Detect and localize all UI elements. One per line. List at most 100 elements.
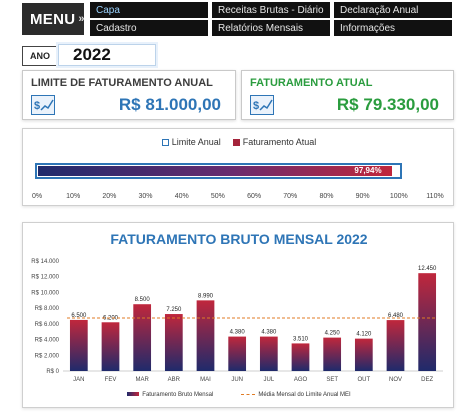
top-menu: MENU » Capa Receitas Brutas - Diário Dec…: [0, 0, 474, 40]
month-bar: [133, 304, 152, 371]
bar-data-label: 8.500: [135, 297, 151, 303]
bar-data-label: 4.380: [230, 330, 246, 336]
month-bar: [196, 300, 215, 371]
money-chart-icon: $: [31, 95, 55, 115]
progress-tick-label: 20%: [102, 193, 117, 200]
progress-tick-label: 100%: [389, 193, 408, 200]
progress-label: 97,94%: [354, 166, 382, 175]
nav-capa[interactable]: Capa: [90, 2, 208, 18]
menu-button[interactable]: MENU »: [22, 3, 84, 35]
y-tick-label: R$ 14.000: [31, 259, 59, 265]
x-tick-label: FEV: [105, 377, 117, 383]
month-bar: [323, 337, 342, 371]
legend-current-label: Faturamento Atual: [242, 137, 317, 147]
fill-swatch-icon: [232, 138, 240, 146]
x-tick-label: ABR: [168, 377, 181, 383]
nav-declaracao-anual[interactable]: Declaração Anual: [334, 2, 452, 18]
x-tick-label: AGO: [294, 377, 308, 383]
bar-data-label: 4.380: [261, 330, 277, 336]
month-bar: [69, 319, 88, 371]
y-tick-label: R$ 4.000: [35, 338, 60, 344]
progress-legend: Limite Anual Faturamento Atual: [23, 137, 455, 147]
nav-informacoes[interactable]: Informações: [334, 20, 452, 36]
x-tick-label: JUL: [263, 377, 274, 383]
chart-legend: Faturamento Bruto Mensal Média Mensal do…: [23, 392, 455, 398]
y-tick-label: R$ 10.000: [31, 290, 59, 296]
current-bar: 97,94%: [38, 166, 392, 176]
progress-tick-label: 70%: [283, 193, 298, 200]
x-tick-label: SET: [326, 377, 338, 383]
bar-data-label: 6.480: [388, 313, 404, 319]
bar-data-label: 12.450: [418, 266, 437, 272]
money-chart-icon: $: [250, 95, 274, 115]
x-tick-label: JAN: [73, 377, 84, 383]
current-title: FATURAMENTO ATUAL: [250, 77, 373, 89]
menu-label: MENU: [30, 10, 76, 28]
y-tick-label: R$ 8.000: [35, 306, 60, 312]
svg-text:$: $: [34, 100, 40, 112]
dashed-line-icon: [241, 393, 256, 395]
month-bar: [228, 336, 247, 371]
legend-reference: Média Mensal do Limite Anual MEI: [241, 392, 351, 398]
svg-text:$: $: [253, 100, 259, 112]
progress-tick-label: 40%: [174, 193, 189, 200]
month-bar: [291, 343, 310, 371]
progress-tick-label: 30%: [138, 193, 153, 200]
month-bar: [386, 320, 405, 371]
current-card: FATURAMENTO ATUAL $ R$ 79.330,00: [241, 70, 454, 120]
bar-data-label: 6.500: [71, 313, 87, 319]
x-tick-label: OUT: [357, 377, 370, 383]
nav-cadastro[interactable]: Cadastro: [90, 20, 208, 36]
month-bar: [164, 314, 183, 371]
progress-card: Limite Anual Faturamento Atual 97,94% 0%…: [22, 128, 454, 206]
nav-receitas-brutas[interactable]: Receitas Brutas - Diário: [212, 2, 330, 18]
chart-title: FATURAMENTO BRUTO MENSAL 2022: [110, 231, 368, 247]
month-bar: [354, 338, 373, 371]
progress-tick-label: 10%: [66, 193, 81, 200]
monthly-chart: R$ 0 R$ 2.000 R$ 4.000 R$ 6.000 R$ 8.000 R$ 1…: [31, 259, 443, 383]
legend-reference-label: Média Mensal do Limite Anual MEI: [258, 392, 351, 398]
outline-swatch-icon: [161, 138, 169, 146]
y-tick-label: R$ 0: [46, 369, 59, 375]
y-tick-label: R$ 12.000: [31, 275, 59, 281]
progress-tick-label: 90%: [355, 193, 370, 200]
bar-data-label: 6.200: [103, 315, 119, 321]
progress-tick-label: 80%: [319, 193, 334, 200]
double-chevron-icon: »: [78, 13, 85, 25]
limit-card: LIMITE DE FATURAMENTO ANUAL $ R$ 81.000,…: [22, 70, 236, 120]
bar-data-label: 4.250: [325, 331, 341, 337]
x-tick-label: NOV: [389, 377, 402, 383]
progress-tick-label: 60%: [247, 193, 262, 200]
bar-data-label: 7.250: [166, 307, 182, 313]
progress-tick-label: 50%: [210, 193, 225, 200]
legend-bars: Faturamento Bruto Mensal: [127, 392, 213, 398]
limit-value: R$ 81.000,00: [118, 95, 221, 114]
bar-data-label: 8.990: [198, 293, 214, 299]
x-tick-label: JUN: [231, 377, 243, 383]
month-bar: [259, 336, 278, 371]
year-label: ANO: [22, 46, 58, 66]
bar-data-label: 4.120: [356, 332, 372, 338]
progress-tick-label: 0%: [31, 193, 43, 200]
limit-title: LIMITE DE FATURAMENTO ANUAL: [31, 77, 213, 89]
current-value: R$ 79.330,00: [336, 95, 439, 114]
month-bar: [101, 322, 120, 371]
year-selector[interactable]: 2022: [58, 44, 156, 66]
progress-tick-label: 110%: [426, 193, 444, 200]
legend-bars-label: Faturamento Bruto Mensal: [142, 392, 214, 398]
legend-current: Faturamento Atual: [232, 137, 317, 147]
legend-limit-label: Limite Anual: [171, 137, 221, 147]
month-bar: [418, 273, 437, 371]
nav-relatorios-mensais[interactable]: Relatórios Mensais: [212, 20, 330, 36]
bar-data-label: 3.510: [293, 336, 309, 342]
x-tick-label: MAI: [200, 377, 211, 383]
monthly-chart-card: FATURAMENTO BRUTO MENSAL 2022 R$ 0 R$ 2.0…: [22, 222, 454, 408]
limit-bar: 97,94%: [35, 163, 402, 179]
y-tick-label: R$ 6.000: [35, 322, 60, 328]
legend-limit: Limite Anual: [161, 137, 221, 147]
x-tick-label: MAR: [135, 377, 149, 383]
bar-swatch-icon: [127, 392, 140, 397]
x-tick-label: DEZ: [421, 377, 433, 383]
y-tick-label: R$ 2.000: [35, 353, 60, 359]
